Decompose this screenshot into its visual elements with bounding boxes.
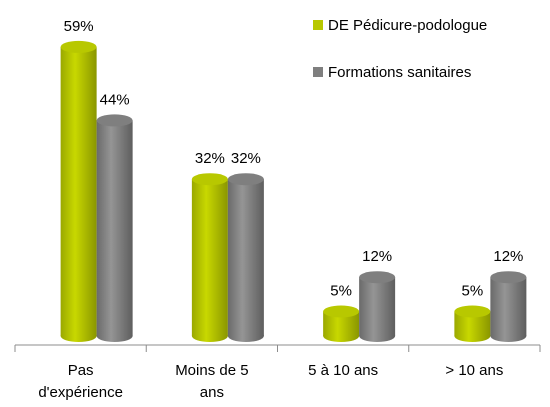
- bar: [227, 179, 264, 336]
- data-label: 12%: [362, 248, 392, 265]
- bar-top: [191, 173, 228, 186]
- bar: [96, 114, 133, 342]
- data-label: 5%: [462, 283, 484, 300]
- data-label: 59%: [64, 18, 94, 35]
- legend-label: DE Pédicure-podologue: [328, 17, 487, 34]
- bar-top: [96, 114, 133, 127]
- legend-label: Formations sanitaires: [328, 64, 471, 81]
- legend-swatch: [313, 20, 323, 30]
- data-label: 12%: [493, 248, 523, 265]
- bar-top: [454, 305, 491, 318]
- data-label: 44%: [100, 91, 130, 108]
- bar: [490, 277, 527, 336]
- bar-top: [60, 40, 97, 53]
- bar: [60, 46, 97, 337]
- bar: [454, 305, 491, 342]
- bar: [191, 173, 228, 342]
- x-tick-label: 5 à 10 ans: [308, 362, 378, 379]
- bar-top: [490, 271, 527, 284]
- bar-top: [227, 173, 264, 186]
- legend-swatch: [313, 67, 323, 77]
- bar: [96, 120, 133, 337]
- x-tick-label: Pas d'expérience: [38, 362, 123, 401]
- bar: [191, 179, 228, 336]
- data-label: 5%: [330, 283, 352, 300]
- data-label: 32%: [231, 150, 261, 167]
- bar-top: [323, 305, 360, 318]
- x-tick-label: > 10 ans: [445, 362, 503, 379]
- bar-top: [359, 271, 396, 284]
- x-tick-label: Moins de 5 ans: [175, 362, 248, 401]
- bar: [227, 173, 264, 342]
- bar: [359, 271, 396, 342]
- data-label: 32%: [195, 150, 225, 167]
- bar: [359, 277, 396, 336]
- bar: [323, 305, 360, 342]
- bar: [490, 271, 527, 342]
- bar: [60, 40, 97, 342]
